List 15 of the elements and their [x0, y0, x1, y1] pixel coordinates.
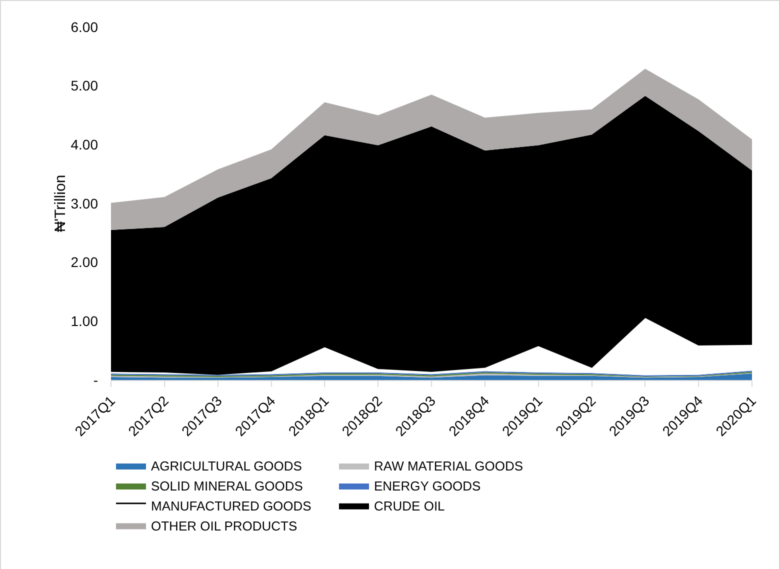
- legend-label: RAW MATERIAL GOODS: [374, 458, 524, 474]
- legend-label: MANUFACTURED GOODS: [151, 498, 312, 514]
- y-tick-label: 2.00: [70, 254, 98, 270]
- y-tick-label: -: [93, 372, 98, 388]
- legend-label: CRUDE OIL: [374, 498, 445, 514]
- y-tick-label: 4.00: [70, 136, 98, 153]
- legend-label: ENERGY GOODS: [374, 478, 481, 494]
- y-tick-label: 6.00: [70, 18, 98, 35]
- legend-label: OTHER OIL PRODUCTS: [151, 518, 298, 534]
- legend-label: AGRICULTURAL GOODS: [151, 458, 302, 474]
- y-axis-title: ₦'Trillion: [52, 174, 69, 232]
- y-tick-label: 5.00: [70, 78, 98, 94]
- y-tick-label: 3.00: [70, 195, 98, 212]
- y-tick-label: 1.00: [70, 313, 98, 330]
- legend-label: SOLID MINERAL GOODS: [151, 478, 304, 494]
